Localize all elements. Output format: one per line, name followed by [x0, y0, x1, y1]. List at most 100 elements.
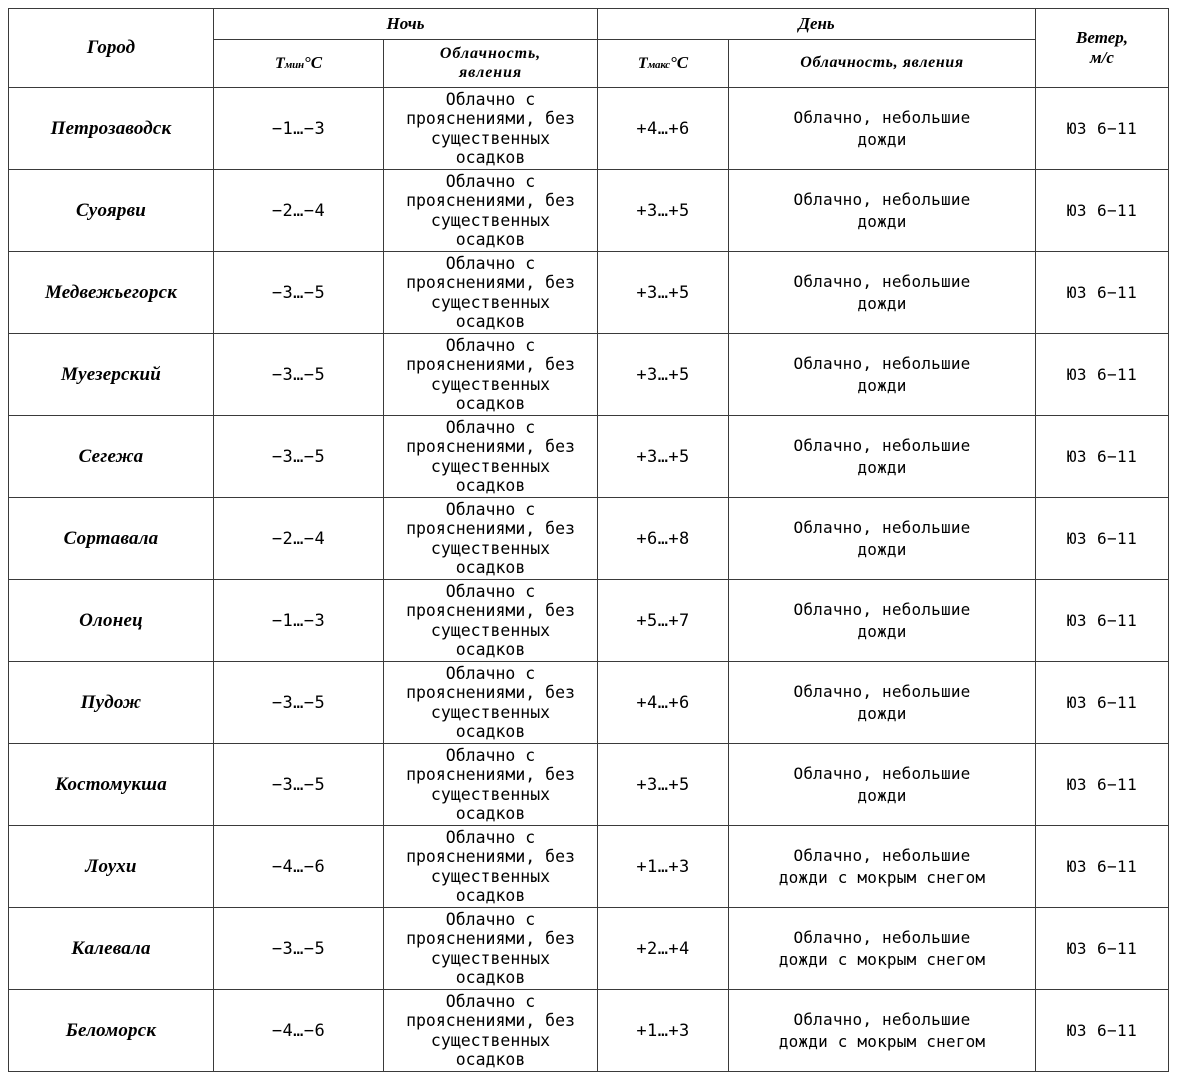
- cell-wind: ЮЗ 6−11: [1035, 497, 1170, 580]
- tmin-symbol: Тмин°C: [274, 53, 323, 73]
- tmax-symbol: Тмакс°C: [638, 53, 689, 73]
- column-header-night-cloud: Облачность, явления: [382, 39, 599, 88]
- cell-tmin: −2…−4: [213, 497, 384, 580]
- cell-city: Пудож: [8, 661, 214, 744]
- column-header-tmax: Тмакс°C: [597, 39, 730, 88]
- cell-tmin: −3…−5: [213, 661, 384, 744]
- cell-city: Медвежьегорск: [8, 251, 214, 334]
- cell-night-cloud: Облачно с прояснениями, без существенных…: [382, 169, 599, 252]
- cell-wind: ЮЗ 6−11: [1035, 415, 1170, 498]
- cell-wind: ЮЗ 6−11: [1035, 579, 1170, 662]
- cell-city: Беломорск: [8, 989, 214, 1072]
- cell-night-cloud: Облачно с прояснениями, без существенных…: [382, 415, 599, 498]
- cell-wind: ЮЗ 6−11: [1035, 333, 1170, 416]
- cell-day-cloud: Облачно, небольшие дожди: [728, 661, 1037, 744]
- tmin-degree-label: °C: [303, 53, 323, 73]
- table-row: Суоярви −2…−4 Облачно с прояснениями, без …: [8, 169, 1170, 252]
- cell-wind: ЮЗ 6−11: [1035, 825, 1170, 908]
- cell-day-cloud: Облачно, небольшие дожди: [728, 497, 1037, 580]
- cell-night-cloud: Облачно с прояснениями, без существенных…: [382, 87, 599, 170]
- cell-day-cloud: Облачно, небольшие дожди: [728, 415, 1037, 498]
- table-row: Пудож −3…−5 Облачно с прояснениями, без су…: [8, 661, 1170, 744]
- cell-tmin: −4…−6: [213, 989, 384, 1072]
- table-row: Беломорск −4…−6 Облачно с прояснениями, бе…: [8, 989, 1170, 1072]
- table-header: Город Ночь День Ветер, м/с Тмин°C Облачн…: [8, 8, 1170, 88]
- table-row: Сортавала −2…−4 Облачно с прояснениями, бе…: [8, 497, 1170, 580]
- cell-night-cloud: Облачно с прояснениями, без существенных…: [382, 497, 599, 580]
- cell-tmin: −3…−5: [213, 251, 384, 334]
- cell-tmax: +5…+7: [597, 579, 730, 662]
- cell-city: Костомукша: [8, 743, 214, 826]
- cell-wind: ЮЗ 6−11: [1035, 251, 1170, 334]
- table-row: Петрозаводск −1…−3 Облачно с прояснениями,…: [8, 87, 1170, 170]
- cell-tmin: −3…−5: [213, 907, 384, 990]
- cell-day-cloud: Облачно, небольшие дожди с мокрым снегом: [728, 907, 1037, 990]
- cell-night-cloud: Облачно с прояснениями, без существенных…: [382, 743, 599, 826]
- cell-tmin: −3…−5: [213, 415, 384, 498]
- cell-night-cloud: Облачно с прояснениями, без существенных…: [382, 579, 599, 662]
- cell-tmin: −2…−4: [213, 169, 384, 252]
- cell-city: Сегежа: [8, 415, 214, 498]
- weather-forecast-table: Город Ночь День Ветер, м/с Тмин°C Облачн…: [8, 8, 1170, 1072]
- cell-night-cloud: Облачно с прояснениями, без существенных…: [382, 907, 599, 990]
- cell-tmax: +1…+3: [597, 989, 730, 1072]
- column-header-city: Город: [8, 8, 214, 88]
- cell-tmax: +3…+5: [597, 169, 730, 252]
- cell-city: Лоухи: [8, 825, 214, 908]
- cell-wind: ЮЗ 6−11: [1035, 661, 1170, 744]
- table-row: Сегежа −3…−5 Облачно с прояснениями, без с…: [8, 415, 1170, 498]
- cell-day-cloud: Облачно, небольшие дожди: [728, 333, 1037, 416]
- table-row: Олонец −1…−3 Облачно с прояснениями, без с…: [8, 579, 1170, 662]
- table-row: Калевала −3…−5 Облачно с прояснениями, без…: [8, 907, 1170, 990]
- tmin-subscript-label: мин: [284, 59, 304, 72]
- cell-city: Олонец: [8, 579, 214, 662]
- cell-day-cloud: Облачно, небольшие дожди: [728, 743, 1037, 826]
- cell-wind: ЮЗ 6−11: [1035, 989, 1170, 1072]
- table-row: Медвежьегорск −3…−5 Облачно с прояснениями…: [8, 251, 1170, 334]
- cell-wind: ЮЗ 6−11: [1035, 907, 1170, 990]
- cell-night-cloud: Облачно с прояснениями, без существенных…: [382, 333, 599, 416]
- cell-night-cloud: Облачно с прояснениями, без существенных…: [382, 825, 599, 908]
- cell-tmin: −1…−3: [213, 87, 384, 170]
- cell-day-cloud: Облачно, небольшие дожди: [728, 579, 1037, 662]
- cell-tmin: −1…−3: [213, 579, 384, 662]
- column-group-header-day: День: [597, 8, 1037, 40]
- cell-tmax: +4…+6: [597, 661, 730, 744]
- tmin-base-label: Т: [274, 55, 285, 73]
- cell-day-cloud: Облачно, небольшие дожди: [728, 87, 1037, 170]
- cell-day-cloud: Облачно, небольшие дожди: [728, 169, 1037, 252]
- table-row: Костомукша −3…−5 Облачно с прояснениями, б…: [8, 743, 1170, 826]
- cell-wind: ЮЗ 6−11: [1035, 169, 1170, 252]
- column-group-header-night: Ночь: [212, 8, 599, 40]
- cell-city: Калевала: [8, 907, 214, 990]
- cell-tmin: −4…−6: [213, 825, 384, 908]
- cell-tmax: +1…+3: [597, 825, 730, 908]
- cell-tmin: −3…−5: [213, 743, 384, 826]
- table-body: Петрозаводск −1…−3 Облачно с прояснениями,…: [8, 87, 1170, 1072]
- cell-night-cloud: Облачно с прояснениями, без существенных…: [382, 989, 599, 1072]
- cell-day-cloud: Облачно, небольшие дожди: [728, 251, 1037, 334]
- column-header-wind: Ветер, м/с: [1035, 8, 1170, 88]
- cell-night-cloud: Облачно с прояснениями, без существенных…: [382, 251, 599, 334]
- cell-day-cloud: Облачно, небольшие дожди с мокрым снегом: [728, 825, 1037, 908]
- cell-wind: ЮЗ 6−11: [1035, 87, 1170, 170]
- cell-day-cloud: Облачно, небольшие дожди с мокрым снегом: [728, 989, 1037, 1072]
- header-row-subcolumns: Тмин°C Облачность, явления Тмакс°C Облач…: [9, 39, 1169, 88]
- cell-tmax: +2…+4: [597, 907, 730, 990]
- cell-tmin: −3…−5: [213, 333, 384, 416]
- header-row-groups: Город Ночь День Ветер, м/с: [8, 8, 1170, 88]
- tmax-subscript-label: макс: [647, 59, 670, 72]
- cell-city: Сортавала: [8, 497, 214, 580]
- column-header-tmin: Тмин°C: [213, 39, 384, 88]
- cell-tmax: +3…+5: [597, 743, 730, 826]
- cell-tmax: +6…+8: [597, 497, 730, 580]
- cell-tmax: +4…+6: [597, 87, 730, 170]
- column-header-day-cloud: Облачность, явления: [728, 39, 1037, 88]
- cell-wind: ЮЗ 6−11: [1035, 743, 1170, 826]
- cell-tmax: +3…+5: [597, 251, 730, 334]
- table-row: Лоухи −4…−6 Облачно с прояснениями, без су…: [8, 825, 1170, 908]
- table-row: Муезерский −3…−5 Облачно с прояснениями, б…: [8, 333, 1170, 416]
- cell-city: Муезерский: [8, 333, 214, 416]
- tmax-degree-label: °C: [669, 53, 689, 73]
